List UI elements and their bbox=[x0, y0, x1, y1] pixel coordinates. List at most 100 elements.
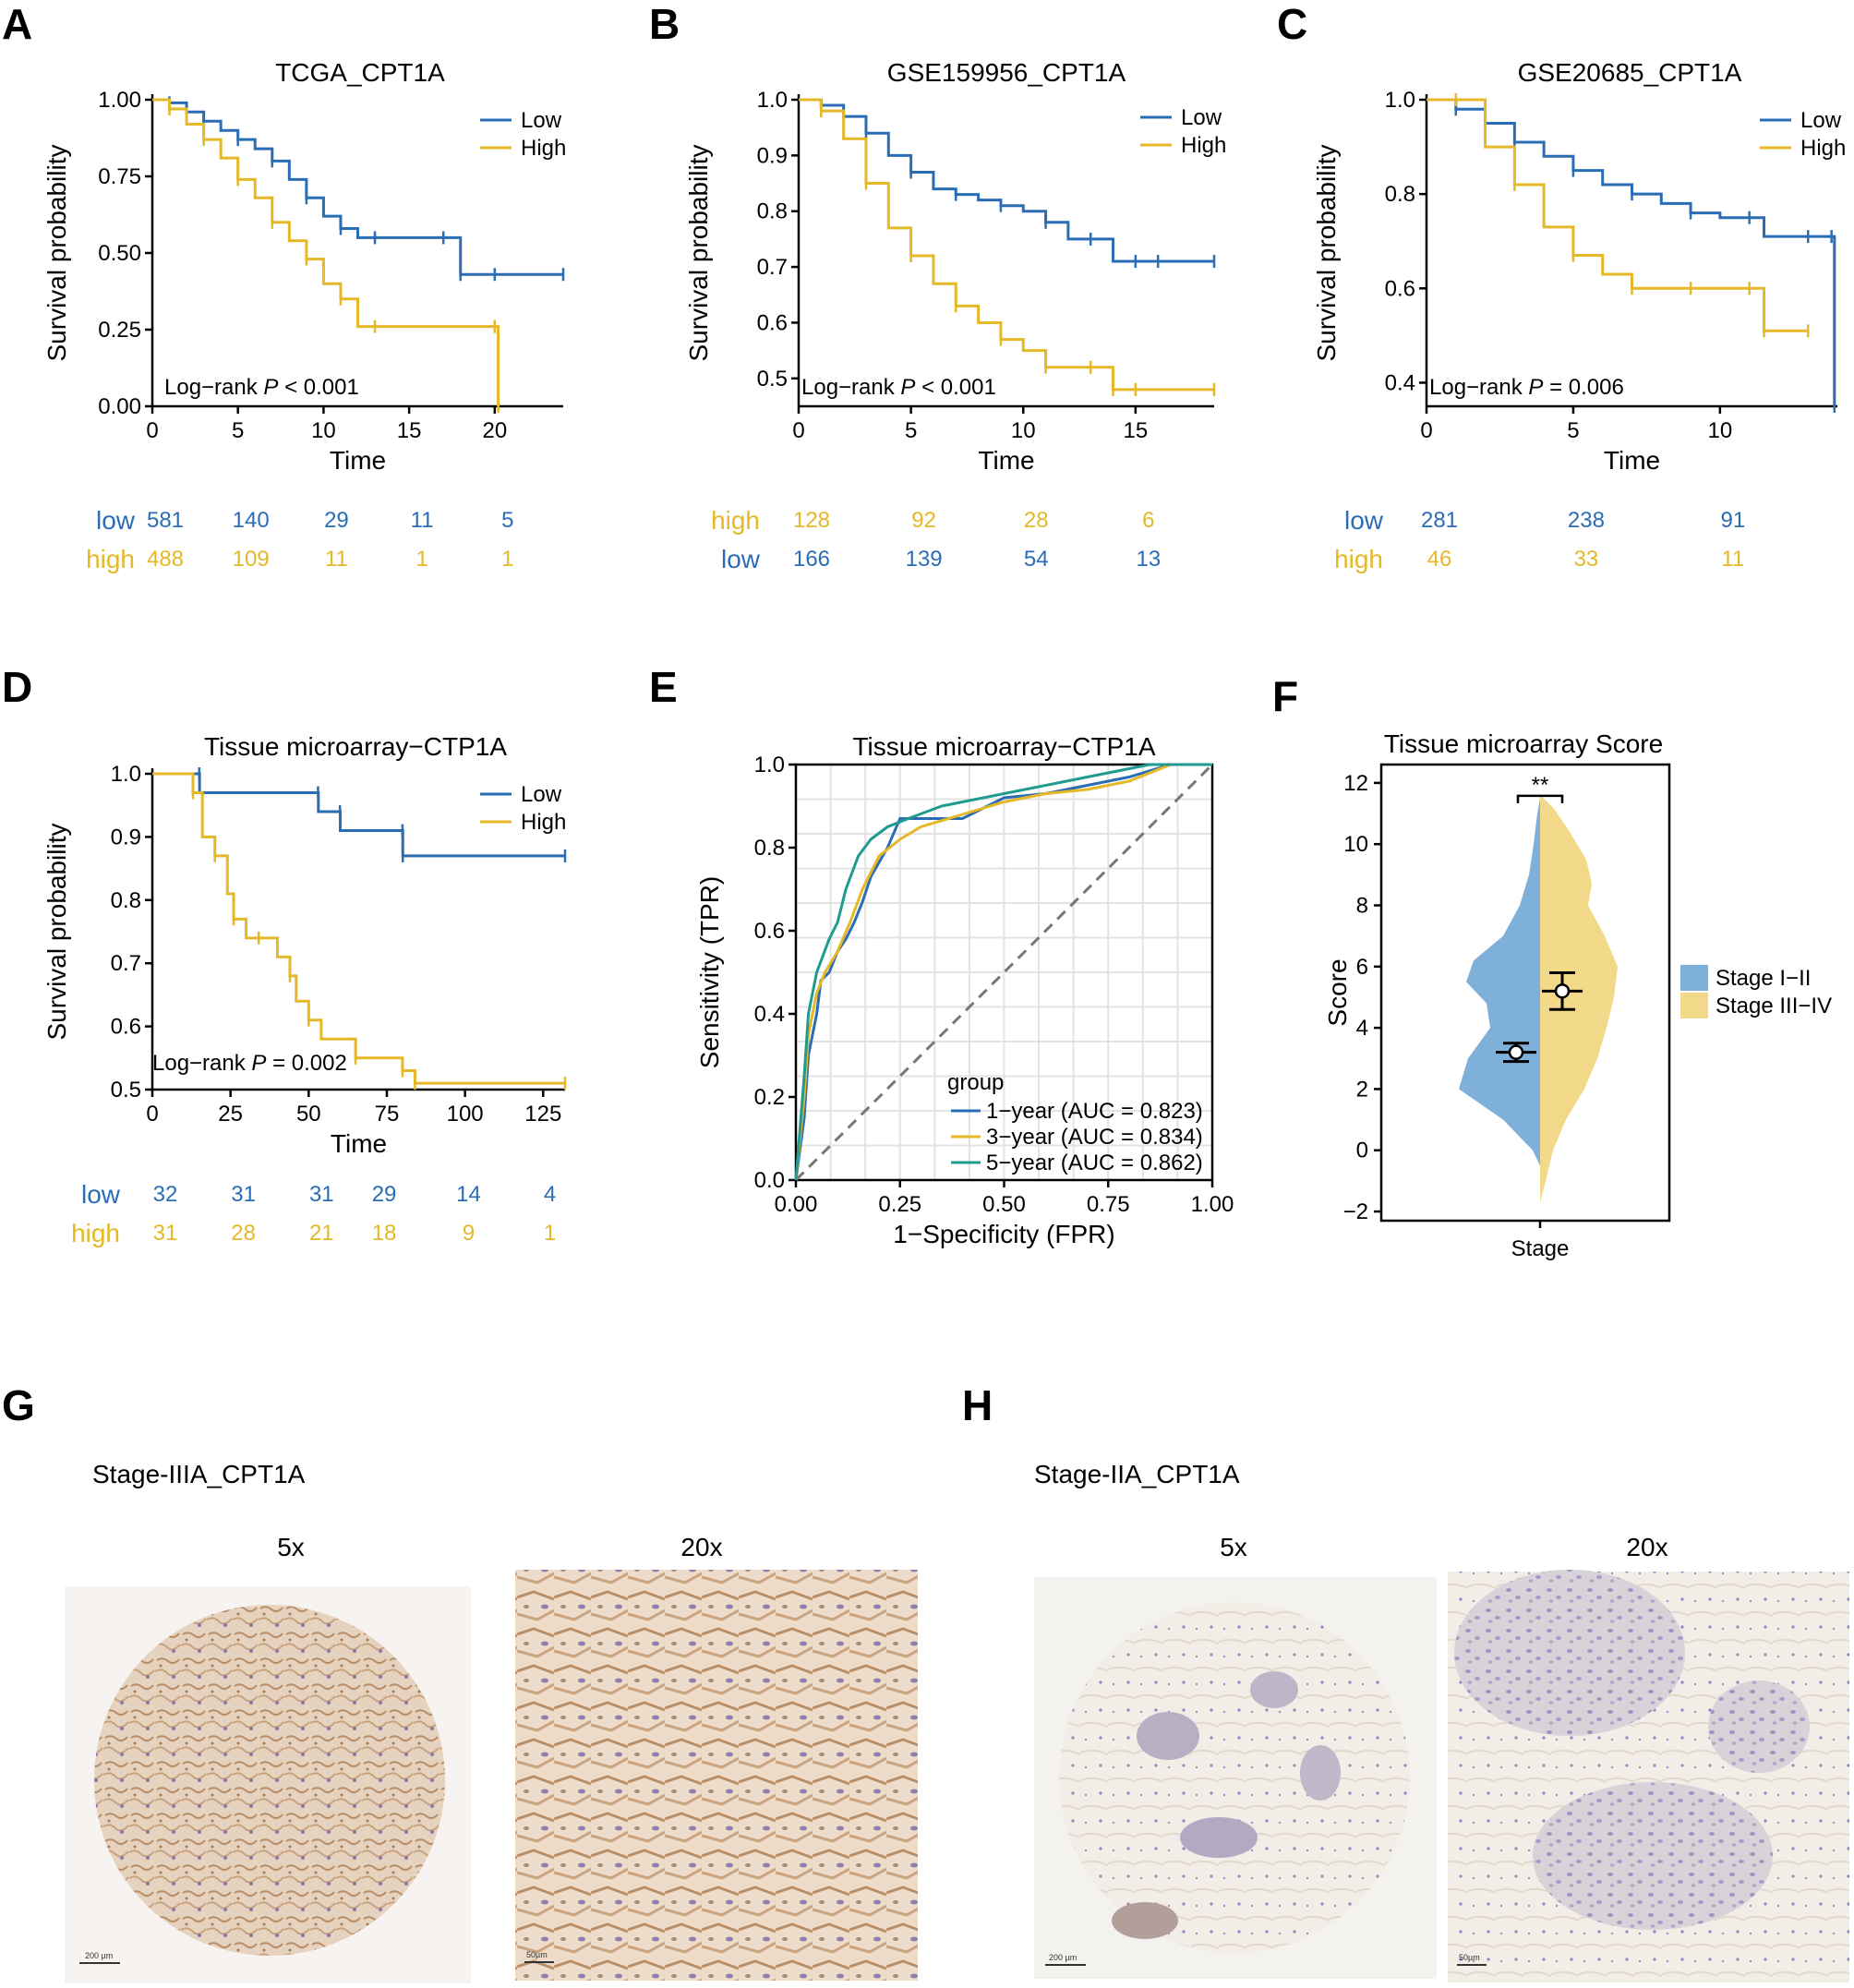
y-tick-label: 0.2 bbox=[754, 1085, 785, 1110]
panel-g-high-mag-image bbox=[515, 1570, 918, 1981]
y-tick-label: 0.6 bbox=[757, 310, 788, 335]
risk-value: 128 bbox=[793, 508, 830, 533]
y-tick-label: 0.6 bbox=[111, 1015, 141, 1040]
panel-label-c: C bbox=[1277, 0, 1307, 48]
y-tick-label: 0.5 bbox=[757, 367, 788, 392]
y-tick-label: 0.6 bbox=[754, 919, 785, 944]
x-axis-label: 1−Specificity (FPR) bbox=[893, 1220, 1114, 1248]
y-tick-label: 10 bbox=[1343, 832, 1368, 857]
y-tick-label: 0.4 bbox=[754, 1002, 785, 1027]
x-tick-label: 15 bbox=[1124, 418, 1149, 443]
roc-curve bbox=[794, 763, 1212, 1181]
km-curve-low bbox=[152, 98, 563, 276]
x-axis-label: Time bbox=[331, 1129, 387, 1158]
panel-label-b: B bbox=[649, 0, 680, 48]
risk-value: 46 bbox=[1427, 547, 1452, 572]
roc-chart-e: Tissue microarray−CTP1A 0.0 0.2 0.4 0.6 0.8 1.… bbox=[695, 732, 1234, 1248]
panel-label-a: A bbox=[2, 0, 32, 48]
x-tick-label: 5 bbox=[905, 418, 917, 443]
risk-value: 21 bbox=[309, 1221, 334, 1246]
legend-label: 1−year (AUC = 0.823) bbox=[986, 1099, 1203, 1124]
panel-h-scale-label-low: 200 µm bbox=[1049, 1953, 1077, 1962]
risk-row-label: low bbox=[1344, 506, 1384, 535]
km-curve-low bbox=[799, 98, 1214, 263]
panel-label-d: D bbox=[2, 663, 32, 711]
x-tick-label: 15 bbox=[397, 418, 422, 443]
panel-h-title: Stage-IIA_CPT1A bbox=[1034, 1460, 1240, 1488]
x-tick-label: 0.75 bbox=[1087, 1192, 1130, 1217]
y-tick-label: 1.0 bbox=[757, 88, 788, 113]
y-tick-label: 0.8 bbox=[111, 888, 141, 913]
x-tick-label: 10 bbox=[1011, 418, 1036, 443]
risk-value: 4 bbox=[544, 1182, 556, 1207]
risk-value: 11 bbox=[1721, 547, 1744, 572]
legend-label: 5−year (AUC = 0.862) bbox=[986, 1151, 1203, 1175]
risk-value: 18 bbox=[372, 1221, 397, 1246]
risk-value: 14 bbox=[456, 1182, 481, 1207]
risk-row-label: high bbox=[86, 545, 135, 573]
significance-stars: ** bbox=[1532, 773, 1549, 798]
risk-value: 33 bbox=[1574, 547, 1599, 572]
risk-row-label: low bbox=[96, 506, 136, 535]
risk-value: 28 bbox=[231, 1221, 256, 1246]
x-tick-label: 100 bbox=[447, 1102, 484, 1127]
chart-title-f: Tissue microarray Score bbox=[1384, 729, 1663, 758]
x-tick-label: 0 bbox=[146, 1102, 158, 1127]
y-axis-label: Score bbox=[1323, 958, 1352, 1026]
risk-value: 9 bbox=[463, 1221, 475, 1246]
y-tick-label: 0.5 bbox=[111, 1078, 141, 1102]
legend-label: Stage I−II bbox=[1716, 966, 1811, 991]
y-tick-label: 1.0 bbox=[754, 753, 785, 777]
risk-value: 29 bbox=[324, 508, 349, 533]
km-chart-b: GSE159956_CPT1A 0.5 0.6 0.7 0.8 0.9 1.0 0 5 10 15 S… bbox=[684, 58, 1226, 573]
km-chart-c: GSE20685_CPT1A 0.4 0.6 0.8 1.0 0 5 10 Survival p… bbox=[1312, 58, 1846, 573]
y-tick-label: 0.7 bbox=[757, 255, 788, 280]
roc-curve bbox=[794, 763, 1212, 1181]
risk-row-label: high bbox=[1334, 545, 1383, 573]
risk-value: 488 bbox=[147, 547, 184, 572]
panel-h-scale-label-high: 50µm bbox=[1459, 1953, 1480, 1962]
y-tick-label: 4 bbox=[1356, 1016, 1368, 1041]
y-axis-label: Survival probability bbox=[684, 145, 713, 362]
pvalue-text: Log−rank P < 0.001 bbox=[801, 375, 996, 400]
risk-value: 31 bbox=[309, 1182, 334, 1207]
y-tick-label: 1.0 bbox=[1385, 88, 1415, 113]
legend-label: Low bbox=[1181, 105, 1222, 130]
y-axis-label: Survival probability bbox=[1312, 145, 1341, 362]
x-tick-label: 0 bbox=[792, 418, 804, 443]
y-tick-label: 0.50 bbox=[98, 241, 141, 266]
risk-value: 139 bbox=[906, 547, 943, 572]
violin-half-stage-iii-iv bbox=[1540, 795, 1618, 1203]
risk-value: 31 bbox=[153, 1221, 178, 1246]
legend-label: High bbox=[521, 136, 566, 161]
pvalue-text: Log−rank P = 0.002 bbox=[152, 1051, 347, 1076]
panel-h-low-mag-label: 5x bbox=[1220, 1533, 1247, 1561]
risk-value: 6 bbox=[1142, 508, 1154, 533]
plot-frame bbox=[1379, 763, 1671, 1223]
x-tick-label: 0 bbox=[1420, 418, 1432, 443]
y-tick-label: 0.9 bbox=[111, 825, 141, 849]
panel-g-high-mag-label: 20x bbox=[680, 1533, 722, 1561]
chart-title-b: GSE159956_CPT1A bbox=[887, 58, 1126, 87]
risk-value: 28 bbox=[1024, 508, 1049, 533]
panel-g-micrographs: Stage-IIIA_CPT1A 5x 20x 200 µm 50µm bbox=[65, 1460, 918, 1983]
panel-label-g: G bbox=[2, 1381, 35, 1429]
panel-h-tumor-nest bbox=[1180, 1817, 1258, 1858]
x-tick-label: 0.25 bbox=[878, 1192, 921, 1217]
legend-label: Low bbox=[1800, 108, 1842, 133]
roc-curve bbox=[794, 763, 1212, 1181]
panel-label-h: H bbox=[962, 1381, 993, 1429]
risk-value: 11 bbox=[325, 547, 348, 572]
legend-label: High bbox=[1181, 133, 1226, 158]
y-tick-label: 8 bbox=[1356, 894, 1368, 919]
y-tick-label: 2 bbox=[1356, 1077, 1368, 1102]
panel-h-tumor-nest-high bbox=[1454, 1570, 1685, 1736]
x-tick-label: 20 bbox=[482, 418, 507, 443]
km-chart-d: Tissue microarray−CTP1A 0.5 0.6 0.7 0.8 0.9 1.… bbox=[42, 732, 566, 1247]
panel-h-tumor-nest-high bbox=[1708, 1681, 1810, 1773]
y-tick-label: 0.8 bbox=[1385, 182, 1415, 207]
y-tick-label: 0.9 bbox=[757, 143, 788, 168]
y-tick-label: 0.00 bbox=[98, 394, 141, 419]
y-axis-label: Survival probability bbox=[42, 824, 71, 1041]
